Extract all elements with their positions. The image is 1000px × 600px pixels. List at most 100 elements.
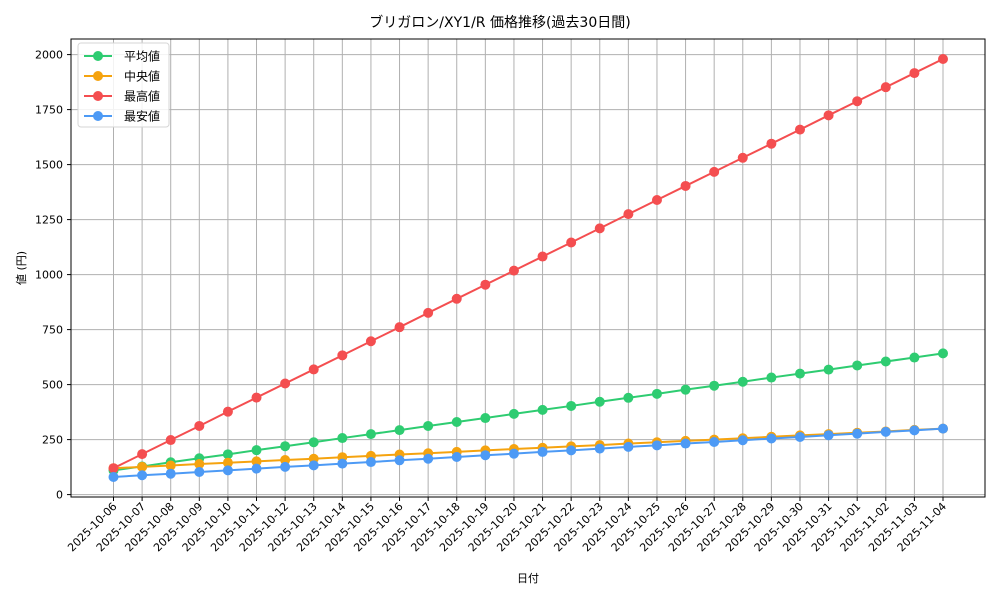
data-point [594,443,605,454]
data-point [108,472,119,482]
data-point [623,209,634,220]
data-point [394,425,405,436]
legend-box [77,42,170,128]
data-point [651,195,662,206]
data-point [537,251,548,262]
data-point [480,413,491,424]
y-tick-label: 1250 [35,214,63,227]
data-point [852,428,863,439]
series-3 [108,423,948,482]
data-point [852,360,863,371]
data-point [766,138,777,149]
data-point [222,449,233,460]
data-point [365,457,376,468]
data-point [451,451,462,462]
data-point [794,368,805,379]
data-point [423,307,434,318]
data-point [651,440,662,451]
data-point [709,380,720,391]
data-point [365,429,376,440]
data-point [909,68,920,79]
series-line [113,58,944,470]
data-point [137,461,148,472]
series-1 [108,423,948,474]
legend-label: 最高値 [124,89,160,104]
data-point [680,438,691,449]
legend-label: 中央値 [124,69,160,84]
data-point [880,426,891,437]
data-point [451,293,462,304]
data-point [165,435,176,446]
plot-frame [70,38,986,498]
data-point [365,336,376,347]
y-tick-label: 2000 [35,49,63,62]
data-point [251,456,262,467]
y-tick-label: 1750 [35,104,63,117]
data-point [766,433,777,444]
data-point [423,420,434,431]
series-line [113,427,944,470]
data-point [566,400,577,411]
data-point [108,463,119,474]
y-tick-label: 1500 [35,159,63,172]
data-point [280,461,291,472]
data-point [938,423,948,434]
data-point [737,435,748,446]
data-point [165,468,176,479]
data-point [394,322,405,333]
y-tick-label: 1000 [35,269,63,282]
y-tick-label: 250 [42,434,63,447]
series-2 [108,54,948,474]
legend-marker-icon [93,91,103,101]
data-point [794,124,805,135]
data-point [823,364,834,375]
data-point [709,437,720,448]
data-point [823,430,834,441]
series-0 [108,348,948,476]
legend-label: 最安値 [124,109,160,124]
data-point [766,372,777,383]
legend-label: 平均値 [124,49,160,64]
data-point [308,460,319,471]
data-point [222,406,233,417]
data-point [222,457,233,468]
data-point [537,404,548,415]
data-point [938,348,948,359]
data-point [251,463,262,474]
data-point [308,437,319,448]
data-point [680,180,691,191]
data-point [709,166,720,177]
data-point [337,458,348,469]
y-tick-label: 750 [42,324,63,337]
data-point [651,388,662,399]
data-point [794,431,805,442]
legend-marker-icon [93,111,103,121]
data-point [480,450,491,461]
data-point [880,356,891,367]
y-tick-label: 0 [56,489,63,502]
grid-lines [71,39,985,497]
data-point [423,453,434,464]
data-point [909,425,920,436]
data-point [537,446,548,457]
data-point [251,392,262,403]
data-point [137,449,148,460]
y-axis-label: 値 (円) [15,251,28,285]
data-point [566,237,577,248]
data-point [194,466,205,477]
data-point [680,384,691,395]
data-point [594,396,605,407]
data-point [222,465,233,476]
data-point [852,96,863,107]
data-point [194,420,205,431]
chart-title: ブリガロン/XY1/R 価格推移(過去30日間) [369,15,631,31]
y-axis: 0 250 500 750 1000 1250 1500 1750 2000 [35,49,71,502]
data-point [623,392,634,403]
data-point [394,455,405,466]
data-point [880,82,891,93]
data-point [480,279,491,290]
data-point [165,460,176,471]
data-point [737,152,748,163]
